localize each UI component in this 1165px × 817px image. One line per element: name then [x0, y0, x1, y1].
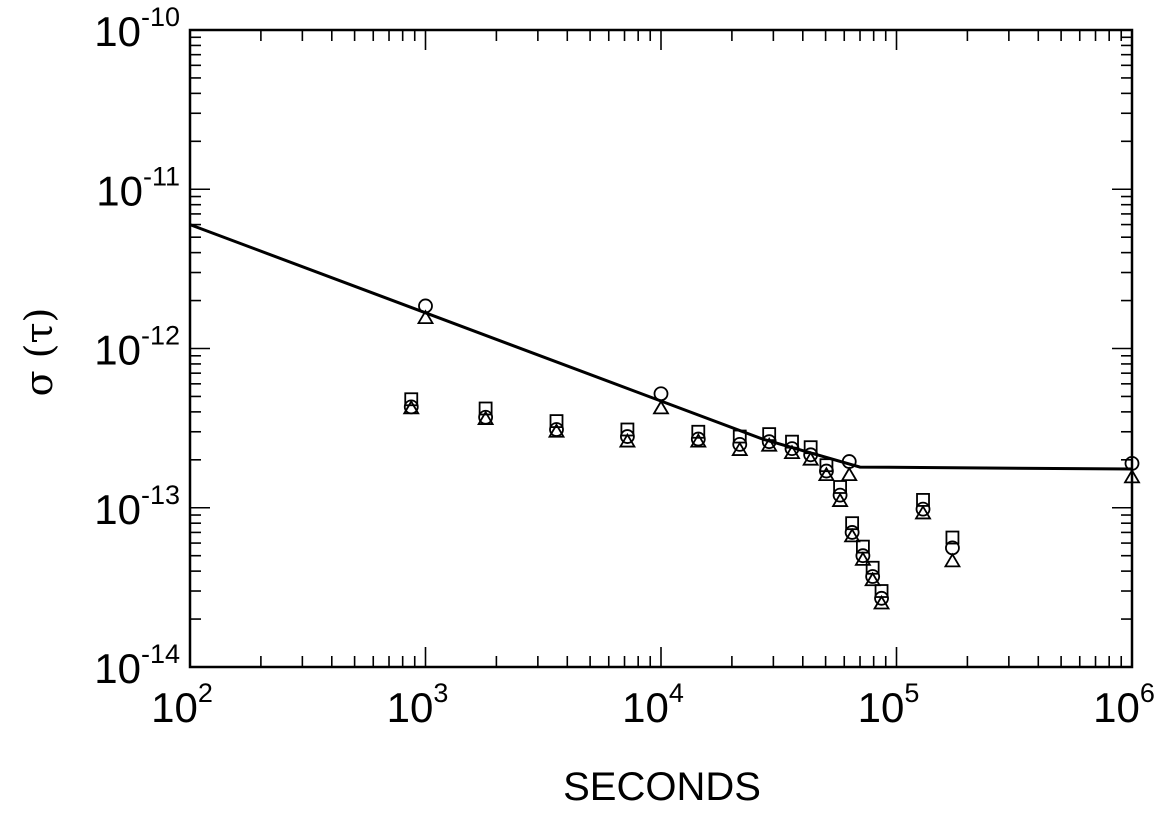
triangle-marker — [1123, 468, 1141, 484]
y-axis-title-argument: (τ) — [17, 308, 61, 359]
y-tick-label-base: 10 — [94, 327, 141, 374]
square-marker — [874, 584, 889, 598]
circle-marker — [844, 525, 860, 540]
triangle-marker — [783, 444, 801, 460]
triangle-marker — [416, 309, 435, 324]
x-tick-label-base: 10 — [387, 684, 434, 731]
triangle-marker — [689, 432, 707, 448]
triangle-marker — [843, 527, 861, 543]
square-marker — [691, 424, 706, 439]
circle-marker — [865, 569, 881, 584]
circle-marker — [784, 441, 800, 457]
square-marker — [819, 458, 834, 473]
y-tick-label: 10-10 — [94, 2, 180, 55]
y-tick-label: 10-12 — [94, 321, 180, 374]
y-tick-label-exponent: -14 — [141, 639, 180, 669]
square-marker — [762, 427, 777, 442]
y-tick-label: 10-14 — [94, 639, 180, 692]
triangle-marker — [618, 432, 636, 448]
triangle-marker — [840, 466, 858, 482]
circle-marker — [690, 431, 706, 447]
x-axis-title: SECONDS — [563, 765, 761, 809]
y-tick-label: 10-11 — [96, 161, 180, 214]
triangle-marker — [402, 399, 420, 415]
triangle-marker — [854, 551, 872, 566]
triangle-marker — [943, 552, 962, 568]
y-tick-label-base: 10 — [94, 645, 141, 692]
x-tick-label-exponent: 3 — [433, 678, 448, 708]
x-tick-label: 104 — [622, 678, 684, 731]
y-tick-label-exponent: -11 — [143, 161, 180, 191]
triangle-marker — [831, 492, 849, 507]
triangle-marker — [547, 422, 566, 438]
circle-marker — [653, 386, 669, 402]
x-tick-label-exponent: 5 — [904, 678, 919, 708]
square-marker — [803, 440, 818, 455]
tick-marks — [189, 30, 1132, 668]
x-tick-label: 102 — [151, 678, 213, 731]
square-marker — [945, 530, 960, 545]
fit-line — [189, 223, 1133, 471]
triangle-marker — [802, 451, 820, 466]
triangle-marker — [760, 437, 778, 452]
circle-marker — [620, 429, 635, 444]
x-tick-label-base: 10 — [858, 684, 905, 731]
plot-area-frame — [188, 28, 1134, 669]
triangle-marker — [652, 399, 670, 415]
y-axis-title: σ (τ) — [17, 308, 61, 397]
x-tick-labels: 102 103 104 105 106 — [151, 678, 1155, 731]
circle-marker — [874, 590, 889, 606]
data-markers — [402, 298, 1141, 610]
x-tick-label-exponent: 6 — [1140, 678, 1155, 708]
y-tick-label-exponent: -13 — [141, 480, 180, 510]
circle-marker — [855, 548, 871, 564]
y-tick-label-base: 10 — [94, 486, 141, 533]
square-marker — [549, 414, 564, 429]
y-axis-title-sigma: σ — [17, 370, 61, 396]
circle-marker — [832, 487, 848, 503]
triangle-marker — [817, 466, 835, 482]
circle-marker — [915, 501, 931, 517]
x-tick-label: 105 — [858, 678, 920, 731]
x-tick-label-base: 10 — [151, 684, 198, 731]
circle-marker — [761, 434, 777, 450]
square-marker — [785, 434, 799, 449]
square-marker — [916, 493, 930, 507]
triangle-marker — [872, 594, 891, 610]
square-marker — [404, 392, 419, 407]
square-marker — [620, 422, 635, 437]
circle-marker — [803, 447, 819, 463]
square-marker — [732, 429, 747, 444]
y-tick-label-exponent: -10 — [141, 2, 180, 32]
square-marker — [865, 560, 880, 575]
y-tick-label-base: 10 — [96, 167, 143, 214]
square-marker — [856, 539, 870, 554]
circle-marker — [732, 436, 748, 452]
x-tick-label: 106 — [1093, 678, 1155, 731]
square-marker — [833, 480, 847, 494]
triangle-marker — [864, 571, 882, 587]
x-tick-label-exponent: 4 — [669, 678, 684, 708]
triangle-marker — [731, 441, 749, 456]
x-tick-label-base: 10 — [1093, 684, 1140, 731]
x-tick-label-exponent: 2 — [198, 678, 213, 708]
y-tick-label-base: 10 — [94, 8, 141, 55]
triangle-marker — [914, 504, 932, 520]
square-marker — [478, 401, 493, 416]
x-tick-label: 103 — [387, 678, 449, 731]
y-tick-label: 10-13 — [94, 480, 180, 533]
x-tick-label-base: 10 — [622, 684, 669, 731]
y-tick-label-exponent: -12 — [141, 321, 180, 351]
triangle-marker — [477, 410, 495, 425]
square-marker — [845, 516, 860, 531]
